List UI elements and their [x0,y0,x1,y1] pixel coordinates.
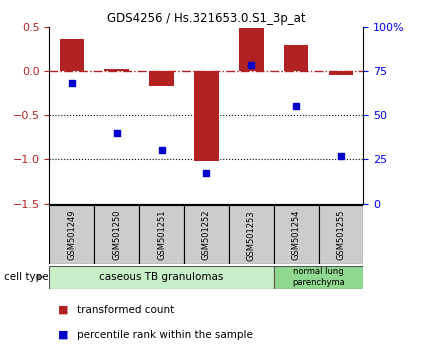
Text: GSM501254: GSM501254 [292,210,301,261]
Bar [49,205,94,264]
Bar [273,205,319,264]
Bar [104,69,129,71]
Bar [284,45,308,71]
Bar [329,71,353,75]
Bar [59,39,84,71]
Bar [49,266,273,289]
Text: caseous TB granulomas: caseous TB granulomas [99,272,224,282]
Text: cell type: cell type [4,272,49,282]
Text: ■: ■ [58,330,68,339]
Point [68,80,75,86]
Point [248,63,255,68]
Text: GSM501251: GSM501251 [157,210,166,261]
Text: GSM501253: GSM501253 [247,210,256,261]
Text: normal lung
parenchyma: normal lung parenchyma [292,267,345,287]
Text: percentile rank within the sample: percentile rank within the sample [77,330,253,339]
Bar [149,71,174,86]
Point [158,148,165,153]
Bar [229,205,273,264]
Text: GSM501250: GSM501250 [112,210,121,261]
Text: transformed count: transformed count [77,305,175,315]
Bar [319,205,363,264]
Point [113,130,120,136]
Text: ■: ■ [58,305,68,315]
Bar [139,205,184,264]
Bar [239,28,264,71]
Point [338,153,344,159]
Title: GDS4256 / Hs.321653.0.S1_3p_at: GDS4256 / Hs.321653.0.S1_3p_at [107,12,306,25]
Bar [194,71,219,161]
Text: GSM501252: GSM501252 [202,210,211,261]
Text: GSM501255: GSM501255 [336,210,345,261]
Point [203,171,210,176]
Point [293,103,300,109]
Bar [273,266,363,289]
Bar [94,205,139,264]
Bar [184,205,229,264]
Text: GSM501249: GSM501249 [68,210,77,261]
